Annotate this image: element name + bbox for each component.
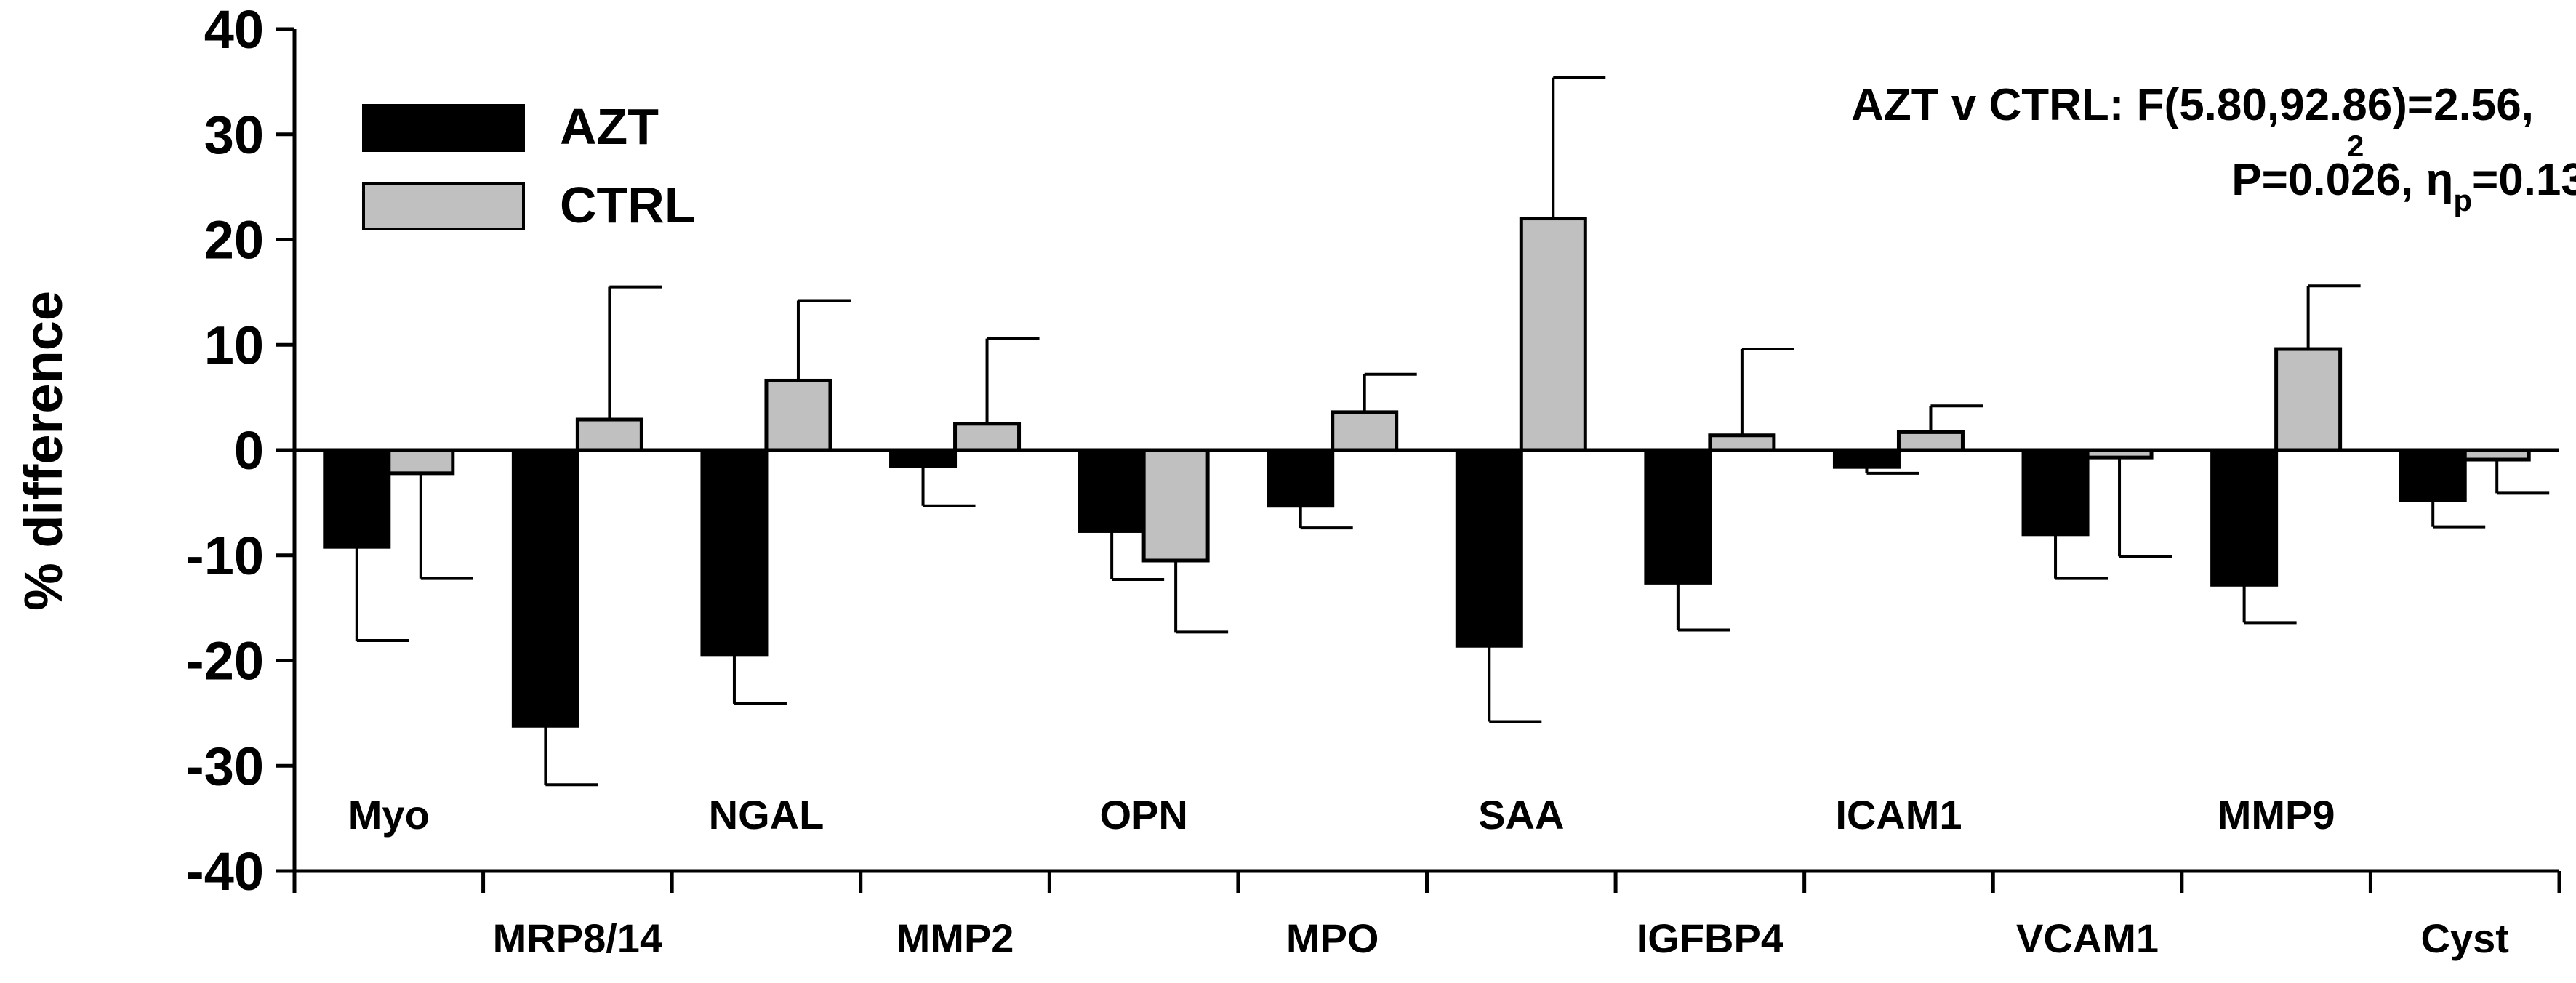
bar-ctrl bbox=[1519, 217, 1587, 452]
bar-azt bbox=[1078, 448, 1146, 533]
y-tick-label: -30 bbox=[186, 736, 264, 796]
y-tick-label: 20 bbox=[204, 210, 264, 270]
x-tick-label: MRP8/14 bbox=[493, 915, 662, 961]
bar-ctrl bbox=[953, 422, 1022, 452]
x-tick-label: MMP2 bbox=[896, 915, 1014, 961]
bar-azt bbox=[1455, 448, 1523, 648]
y-tick-label: -20 bbox=[186, 631, 264, 691]
axes bbox=[276, 27, 2561, 893]
bar-ctrl bbox=[387, 448, 455, 476]
x-tick-label: Cyst bbox=[2421, 915, 2509, 961]
annotation-line-2: P=0.026, ηp bbox=[2231, 155, 2472, 217]
bar-azt bbox=[1267, 448, 1335, 508]
x-tick-label: OPN bbox=[1099, 792, 1187, 838]
y-axis-label: % difference bbox=[13, 291, 73, 611]
x-tick-label: VCAM1 bbox=[2016, 915, 2159, 961]
x-tick-label: SAA bbox=[1478, 792, 1564, 838]
legend-label-ctrl: CTRL bbox=[560, 177, 696, 233]
y-tick-labels: 40 30 20 10 0 -10 -20 -30 -40 bbox=[186, 0, 264, 902]
y-tick-label: 30 bbox=[204, 105, 264, 165]
bar-ctrl bbox=[1141, 448, 1210, 563]
bar-azt bbox=[700, 448, 769, 657]
annotation-eta-superscript: 2 bbox=[2347, 129, 2364, 163]
x-tick-label: MPO bbox=[1286, 915, 1379, 961]
bar-azt bbox=[511, 448, 579, 728]
bars bbox=[323, 76, 2550, 787]
legend: AZT CTRL bbox=[362, 98, 696, 233]
y-tick-label: 10 bbox=[204, 315, 264, 375]
annotation-line-1: AZT v CTRL: F(5.80,92.86)=2.56, bbox=[1851, 80, 2534, 130]
bar-azt bbox=[2210, 448, 2279, 587]
x-tick-label: NGAL bbox=[709, 792, 824, 838]
bar-azt bbox=[323, 448, 391, 549]
stats-annotation: AZT v CTRL: F(5.80,92.86)=2.56, P=0.026,… bbox=[1851, 80, 2576, 217]
bar-ctrl bbox=[2274, 347, 2343, 452]
y-tick-label: 40 bbox=[204, 0, 264, 60]
x-tick-label: MMP9 bbox=[2218, 792, 2335, 838]
bar-ctrl bbox=[764, 378, 832, 452]
annotation-eta-value: =0.138 bbox=[2472, 155, 2576, 205]
y-tick-label: -10 bbox=[186, 526, 264, 586]
y-tick-label: 0 bbox=[234, 420, 264, 481]
legend-swatch-azt bbox=[362, 104, 525, 152]
bar-ctrl bbox=[1896, 430, 1965, 452]
x-tick-labels: Myo MRP8/14 NGAL MMP2 OPN MPO SAA IGFBP4 ICAM1 VC… bbox=[348, 792, 2509, 961]
x-tick-label: ICAM1 bbox=[1835, 792, 1962, 838]
x-tick-label: Myo bbox=[348, 792, 430, 838]
bar-ctrl bbox=[2463, 448, 2531, 462]
bar-azt bbox=[2399, 448, 2467, 502]
bar-ctrl bbox=[575, 417, 643, 452]
bar-azt bbox=[1832, 448, 1901, 469]
bar-azt bbox=[2021, 448, 2090, 537]
legend-label-azt: AZT bbox=[560, 98, 659, 155]
bar-azt bbox=[1644, 448, 1712, 585]
legend-swatch-ctrl bbox=[362, 182, 525, 230]
bar-azt bbox=[889, 448, 958, 468]
x-tick-label: IGFBP4 bbox=[1637, 915, 1783, 961]
bar-ctrl bbox=[1708, 433, 1776, 452]
bar-ctrl bbox=[1331, 410, 1399, 452]
bar-ctrl bbox=[2085, 448, 2154, 460]
y-tick-label: -40 bbox=[186, 841, 264, 902]
